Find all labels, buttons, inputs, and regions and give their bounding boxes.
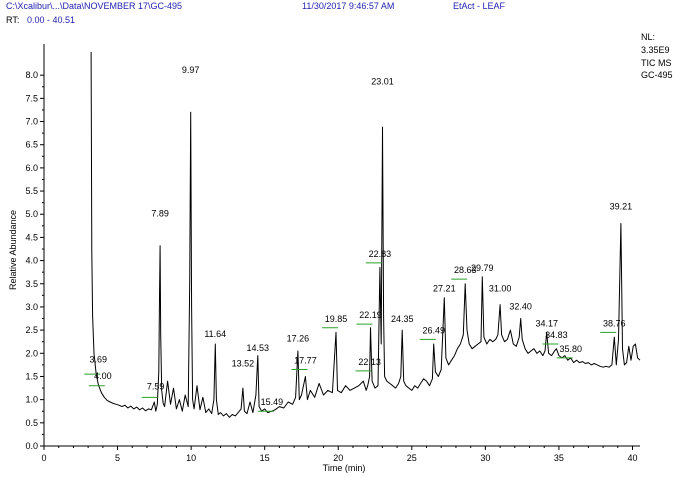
y-tick-label: 2.5 — [25, 325, 38, 335]
peak-label: 4.00 — [94, 371, 112, 381]
y-tick-label: 4.0 — [25, 256, 38, 266]
y-tick-label: 4.5 — [25, 232, 38, 242]
peak-label: 7.59 — [147, 381, 165, 391]
peak-label: 28.63 — [454, 265, 477, 275]
peak-label: 24.35 — [391, 314, 414, 324]
peak-label: 7.89 — [151, 209, 169, 219]
peak-label: 38.76 — [603, 318, 626, 328]
rt-label: RT: — [6, 15, 20, 25]
y-tick-label: 6.0 — [25, 163, 38, 173]
peak-label: 26.49 — [422, 325, 445, 335]
y-tick-label: 7.0 — [25, 117, 38, 127]
peak-label: 22.19 — [359, 310, 382, 320]
x-tick-label: 5 — [115, 453, 120, 463]
tic-trace-layer — [90, 51, 641, 418]
x-tick-label: 30 — [480, 453, 490, 463]
sample-name: EtAct - LEAF — [453, 1, 506, 11]
peak-label: 15.49 — [261, 397, 284, 407]
peak-label: 11.64 — [204, 329, 226, 339]
x-tick-label: 20 — [333, 453, 343, 463]
y-tick-label: 5.5 — [25, 186, 38, 196]
y-tick-label: 6.5 — [25, 140, 38, 150]
peak-label: 14.53 — [247, 343, 270, 353]
x-tick-label: 40 — [627, 453, 637, 463]
y-tick-label: 7.5 — [25, 93, 38, 103]
peak-label: 23.01 — [371, 76, 394, 86]
peak-label: 17.77 — [294, 355, 317, 365]
peak-label: 3.69 — [90, 355, 108, 365]
peak-label: 27.21 — [433, 284, 456, 294]
peak-label: 35.80 — [559, 344, 582, 354]
y-tick-label: 5.0 — [25, 209, 38, 219]
scan-type: TIC MS — [641, 58, 672, 68]
y-tick-label: 3.0 — [25, 302, 38, 312]
peak-label: 34.17 — [535, 318, 558, 328]
file-path: C:\Xcalibur\...\Data\NOVEMBER 17\GC-495 — [6, 1, 183, 11]
acquisition-datetime: 11/30/2017 9:46:57 AM — [302, 1, 395, 11]
x-tick-label: 0 — [41, 453, 46, 463]
peak-label: 32.40 — [509, 301, 532, 311]
peak-label: 31.00 — [489, 284, 512, 294]
peak-label: 9.97 — [182, 65, 200, 75]
peak-label: 39.21 — [610, 202, 633, 212]
peak-label: 22.83 — [369, 249, 392, 259]
rt-range: 0.00 - 40.51 — [27, 15, 76, 25]
nl-label: NL: — [641, 32, 655, 42]
x-axis-label: Time (min) — [323, 463, 366, 473]
peak-label: 22.13 — [358, 357, 381, 367]
y-tick-label: 1.0 — [25, 395, 38, 405]
peak-labels-layer: 3.69 4.00 7.59 7.89 9.97 11.64 13.52 14.53 15.49… — [84, 65, 633, 412]
peak-label: 34.83 — [545, 330, 568, 340]
y-axis-label: Relative Abundance — [8, 210, 18, 290]
axes: 0.0 0.5 1.0 1.5 2.0 2.5 3.0 3.5 4.0 4.5 5.0 5.5 6.0 6… — [25, 44, 640, 463]
x-tick-label: 25 — [407, 453, 417, 463]
peak-label: 19.85 — [325, 314, 348, 324]
peak-label: 13.52 — [232, 358, 255, 368]
nl-value: 3.35E9 — [641, 45, 670, 55]
x-tick-label: 10 — [186, 453, 196, 463]
y-tick-label: 3.5 — [25, 279, 38, 289]
y-tick-label: 1.5 — [25, 371, 38, 381]
x-tick-label: 15 — [260, 453, 270, 463]
y-tick-label: 0.5 — [25, 418, 38, 428]
sample-id: GC-495 — [641, 70, 673, 80]
peak-label: 17.26 — [287, 334, 310, 344]
peak-label: 29.79 — [471, 263, 494, 273]
info-box: NL: 3.35E9 TIC MS GC-495 — [641, 32, 673, 80]
tic-trace — [90, 51, 641, 418]
y-tick-label: 0.0 — [25, 441, 38, 451]
y-tick-label: 8.0 — [25, 70, 38, 80]
x-tick-label: 35 — [554, 453, 564, 463]
y-tick-label: 2.0 — [25, 348, 38, 358]
